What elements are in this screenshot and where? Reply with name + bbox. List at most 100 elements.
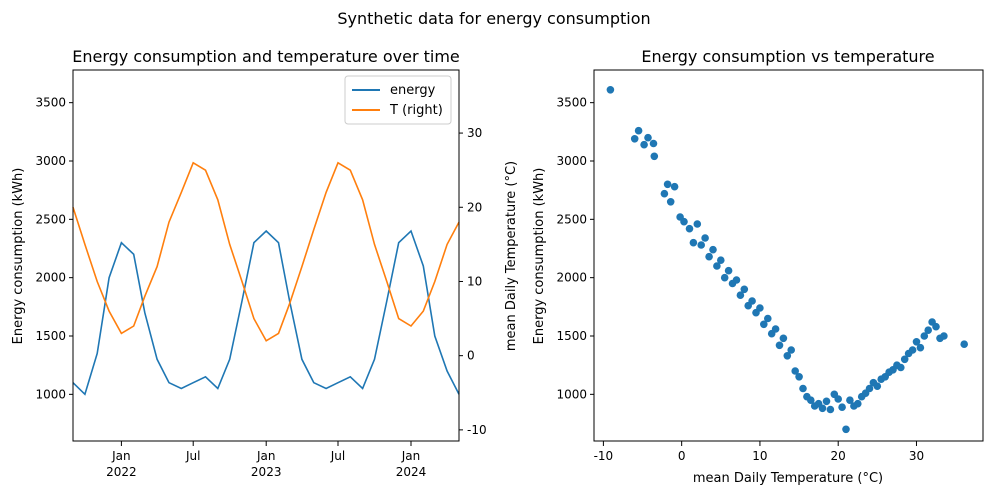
scatter-point xyxy=(916,343,925,352)
scatter-point xyxy=(660,189,669,198)
scatter-point xyxy=(689,238,698,247)
left-x-tick-year-label: 2022 xyxy=(106,465,137,479)
left-x-tick-label: Jul xyxy=(185,449,200,463)
right-y-tick-label: 10 xyxy=(467,274,482,288)
scatter-point xyxy=(634,126,643,135)
temperature-series-line xyxy=(72,161,460,342)
scatter-point xyxy=(644,133,652,142)
right-y-axis-label: mean Daily Temperature (°C) xyxy=(504,161,519,351)
energy-series-line xyxy=(72,229,460,396)
scatter-x-axis-ticks: -10 0 10 20 30 xyxy=(594,441,924,463)
scatter-point xyxy=(908,346,917,354)
scatter-point xyxy=(760,320,768,329)
left-x-tick-year-label: 2023 xyxy=(251,465,282,479)
scatter-point xyxy=(799,384,807,393)
scatter-point xyxy=(854,399,862,408)
left-y-tick-label: 3500 xyxy=(35,96,66,110)
scatter-point xyxy=(663,180,672,189)
scatter-point xyxy=(783,352,792,360)
scatter-point xyxy=(834,395,842,403)
chart-energy-vs-temperature: Energy consumption vs temperature 1000 15… xyxy=(532,47,984,486)
scatter-point xyxy=(606,86,615,94)
scatter-point xyxy=(838,403,846,412)
chart-energy-temperature-over-time: Energy consumption and temperature over … xyxy=(11,47,519,479)
left-x-tick-label: Jan xyxy=(256,449,276,463)
left-x-axis-ticks: Jan 2022 Jul Jan 2023 Jul Jan 2024 xyxy=(106,441,426,479)
scatter-point xyxy=(748,297,756,305)
scatter-y-axis-ticks: 1000 1500 2000 2500 3000 3500 xyxy=(556,96,594,401)
scatter-point xyxy=(912,338,921,346)
scatter-point xyxy=(900,355,909,364)
figure-suptitle: Synthetic data for energy consumption xyxy=(337,9,650,28)
left-y-tick-label: 1000 xyxy=(35,387,66,401)
scatter-point xyxy=(960,340,968,349)
scatter-y-tick-label: 2000 xyxy=(556,271,587,285)
right-y-tick-label: 20 xyxy=(467,200,482,214)
scatter-point xyxy=(897,363,905,372)
legend-frame xyxy=(344,75,452,125)
right-plot-frame xyxy=(593,69,984,442)
scatter-point xyxy=(842,425,850,434)
scatter-x-tick-label: 0 xyxy=(678,449,686,463)
right-y-tick-label: 30 xyxy=(467,126,482,140)
scatter-x-axis-label: mean Daily Temperature (°C) xyxy=(693,471,883,486)
left-x-tick-year-label: 2024 xyxy=(396,465,427,479)
scatter-point xyxy=(932,322,940,331)
scatter-point xyxy=(756,304,764,312)
scatter-point xyxy=(736,291,745,300)
left-chart-title: Energy consumption and temperature over … xyxy=(72,47,460,66)
scatter-point xyxy=(873,382,882,391)
scatter-point xyxy=(701,234,709,242)
scatter-point xyxy=(693,220,702,228)
left-legend: energy T (right) xyxy=(344,75,452,125)
right-y-axis-ticks: -10 0 10 20 30 xyxy=(459,126,487,437)
scatter-x-tick-label: -10 xyxy=(594,449,614,463)
scatter-point xyxy=(717,256,725,265)
left-plot-frame xyxy=(72,69,460,442)
scatter-point xyxy=(779,334,788,343)
scatter-point xyxy=(705,252,713,261)
scatter-point xyxy=(666,198,675,206)
scatter-point xyxy=(807,396,815,405)
scatter-point xyxy=(732,276,741,284)
right-y-tick-label: -10 xyxy=(467,423,487,437)
scatter-point xyxy=(630,135,639,143)
scatter-point xyxy=(697,241,705,249)
scatter-point xyxy=(640,140,648,149)
left-y-tick-label: 3000 xyxy=(35,154,66,168)
left-y-tick-label: 1500 xyxy=(35,329,66,343)
scatter-point xyxy=(680,217,688,226)
left-y-axis-ticks: 1000 1500 2000 2500 3000 3500 xyxy=(35,96,73,401)
scatter-point xyxy=(713,262,721,270)
scatter-point xyxy=(724,266,733,275)
left-y-axis-label: Energy consumption (kWh) xyxy=(11,168,26,345)
legend-temperature-label: T (right) xyxy=(389,103,443,118)
right-chart-title: Energy consumption vs temperature xyxy=(641,47,934,66)
scatter-point xyxy=(740,285,749,294)
left-x-tick-label: Jul xyxy=(330,449,345,463)
scatter-y-tick-label: 3500 xyxy=(556,96,587,110)
scatter-point xyxy=(846,396,854,405)
scatter-point xyxy=(940,332,948,340)
scatter-point xyxy=(795,373,803,381)
left-x-tick-label: Jan xyxy=(401,449,421,463)
scatter-point xyxy=(920,332,929,340)
scatter-point xyxy=(818,404,827,413)
scatter-point xyxy=(791,367,799,375)
left-series-layer xyxy=(72,161,460,396)
scatter-points-layer xyxy=(606,86,968,434)
scatter-y-tick-label: 1500 xyxy=(556,329,587,343)
scatter-point xyxy=(787,346,795,354)
scatter-point xyxy=(720,273,729,282)
scatter-point xyxy=(709,245,717,254)
scatter-y-tick-label: 1000 xyxy=(556,387,587,401)
scatter-x-tick-label: 20 xyxy=(831,449,846,463)
scatter-point xyxy=(865,384,874,393)
scatter-point xyxy=(764,314,772,323)
scatter-y-tick-label: 2500 xyxy=(556,212,587,226)
scatter-x-tick-label: 30 xyxy=(909,449,924,463)
scatter-point xyxy=(826,405,835,414)
scatter-point xyxy=(670,182,679,191)
scatter-point xyxy=(822,397,831,406)
